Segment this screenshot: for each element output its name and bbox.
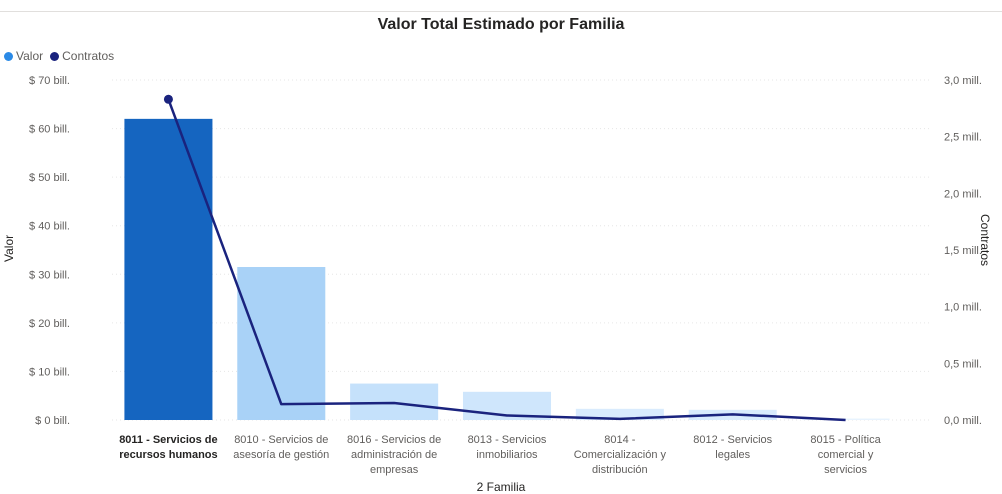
y2-tick-label: 3,0 mill. [944, 75, 982, 87]
x-tick-label: 8016 - Servicios de administración de empr… [347, 434, 441, 476]
y2-tick-label: 1,0 mill. [944, 302, 982, 314]
legend-contratos-label: Contratos [62, 49, 115, 63]
line-point [163, 94, 173, 104]
bar [124, 118, 213, 420]
series-line [167, 98, 846, 422]
legend-valor-label: Valor [16, 49, 44, 63]
y-tick-label: $ 10 bill. [29, 366, 70, 378]
bar [575, 408, 664, 420]
y-tick-label: $ 40 bill. [29, 221, 70, 233]
x-tick-label: 8010 - Servicios de asesoría de gestión [233, 434, 329, 461]
header-divider [0, 11, 1002, 12]
legend-contratos-marker [50, 51, 60, 61]
x-tick-label: 8014 -Comercialización y distribución [574, 434, 667, 476]
legend-item-contratos[interactable]: Contratos [50, 49, 114, 63]
bar [237, 267, 326, 420]
x-tick-label: 8011 - Servicios de recursos humanos [119, 434, 217, 461]
y2-tick-label: 0,5 mill. [944, 358, 982, 370]
y-tick-label: $ 70 bill. [29, 75, 70, 87]
x-tick-label: 8012 - Servicios legales [693, 434, 772, 461]
y2-tick-label: 2,5 mill. [944, 132, 982, 144]
x-axis-title: 2 Familia [476, 480, 526, 494]
chart-legend[interactable]: Valor Contratos [4, 49, 117, 63]
y-tick-label: $ 50 bill. [29, 172, 70, 184]
y2-tick-label: 1,5 mill. [944, 245, 982, 257]
y-tick-label: $ 0 bill. [35, 415, 70, 427]
legend-valor-marker [4, 51, 13, 61]
y-tick-label: $ 60 bill. [29, 124, 70, 136]
x-tick-label: 8015 - Política comercial y servicios [810, 434, 881, 476]
x-tick-label: 8013 - Servicios inmobiliarios [468, 434, 547, 461]
y-tick-label: $ 30 bill. [29, 269, 70, 281]
legend-item-valor[interactable]: Valor [4, 49, 43, 63]
y2-tick-label: 0,0 mill. [944, 415, 982, 427]
chart-title: Valor Total Estimado por Familia [377, 16, 625, 33]
y-tick-label: $ 20 bill. [29, 318, 70, 330]
y2-tick-label: 2,0 mill. [944, 188, 982, 200]
